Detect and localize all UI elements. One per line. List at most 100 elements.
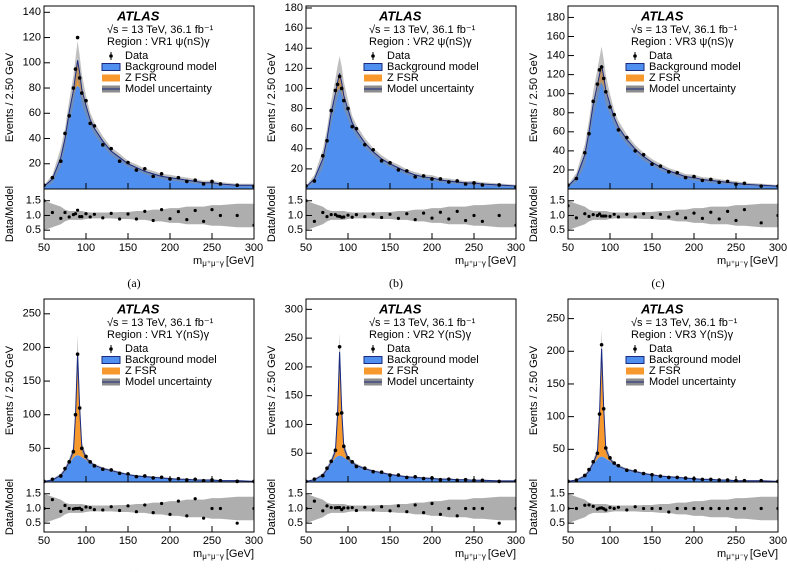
ratio-y-tick-label: 1.0 [288, 502, 303, 514]
legend-label: Background model [387, 61, 479, 73]
ratio-point [101, 508, 105, 512]
ratio-point [675, 212, 679, 216]
ratio-y-tick-label: 1.5 [550, 488, 565, 500]
x-tick-label: 250 [203, 535, 221, 547]
data-point [675, 475, 679, 480]
legend-label: Data [125, 343, 149, 355]
data-point [601, 407, 606, 411]
legend-label: Background model [649, 61, 741, 73]
panel: 50 100 150 200 250 300 0.5 1.0 1.5 50 100 150 200 250… [266, 298, 525, 572]
caption: (b) [389, 276, 403, 290]
legend-label: Data [387, 50, 411, 62]
region-label: Region : VR1 ψ(nS)γ [107, 36, 210, 48]
ratio-point [472, 506, 476, 511]
data-point [312, 179, 317, 183]
ratio-point [63, 503, 67, 508]
data-point [67, 460, 71, 464]
data-point [117, 471, 122, 476]
energy-label: √s = 13 TeV, 36.1 fb⁻¹ [631, 24, 738, 36]
plot-body [44, 35, 254, 231]
ratio-y-label: Data/Model [528, 479, 540, 535]
data-point [312, 477, 317, 481]
data-point [430, 177, 434, 181]
data-point [616, 463, 621, 468]
data-point [587, 467, 591, 472]
data-point [379, 159, 384, 163]
y-tick-label: 300 [285, 303, 303, 315]
y-tick-label: 160 [285, 22, 303, 34]
caption: (d) [127, 569, 141, 572]
ratio-point [235, 521, 239, 525]
data-point [193, 477, 197, 482]
data-point [497, 183, 502, 187]
ratio-point [497, 521, 501, 525]
ratio-point [210, 207, 214, 212]
y-tick-label: 40 [553, 145, 565, 157]
data-point [583, 473, 587, 478]
panel: 50 100 150 200 250 0.5 1.0 1.5 50 100 150 200 250 300… [528, 298, 787, 572]
data-point [597, 68, 602, 72]
data-point [339, 411, 344, 415]
ratio-point [692, 506, 696, 511]
data-point [143, 167, 147, 171]
x-tick-label: 300 [769, 535, 787, 547]
data-point [84, 454, 88, 459]
data-point [77, 76, 82, 80]
ratio-point [350, 215, 354, 219]
data-point [342, 444, 346, 449]
y-axis-label: Events / 2.50 GeV [266, 345, 278, 435]
data-point [591, 99, 595, 104]
data-point [438, 177, 443, 181]
ratio-frame [567, 188, 779, 240]
ratio-point [430, 501, 434, 506]
ratio-point [633, 215, 637, 219]
data-point [604, 446, 608, 450]
ratio-point [118, 508, 122, 513]
x-label-sub: μ⁺μ⁻γ [202, 259, 224, 268]
data-point [63, 131, 67, 136]
ratio-point [338, 505, 342, 510]
ratio-point [168, 217, 172, 221]
legend-swatch [626, 74, 644, 82]
x-label-main: m [717, 548, 726, 560]
y-tick-label: 80 [553, 107, 565, 119]
data-point [379, 470, 384, 475]
x-axis-label: mμ⁺μ⁻γ [GeV] [717, 255, 778, 268]
ratio-point [759, 506, 763, 511]
x-label-sub: μ⁺μ⁻γ [726, 552, 748, 561]
ratio-point [50, 210, 55, 215]
y-tick-label: 100 [547, 88, 565, 100]
data-point [75, 35, 80, 40]
ratio-point [143, 209, 147, 213]
data-point [455, 478, 460, 483]
ratio-band [306, 493, 516, 524]
y-tick-label: 140 [23, 6, 41, 18]
data-point [151, 174, 155, 179]
data-point [608, 105, 612, 109]
legend-swatch [102, 74, 120, 82]
legend-label: Background model [125, 61, 217, 73]
data-point [126, 472, 130, 476]
background-area [568, 82, 778, 189]
y-tick-label: 120 [547, 69, 565, 81]
energy-label: √s = 13 TeV, 36.1 fb⁻¹ [631, 317, 738, 329]
ratio-frame [43, 481, 255, 533]
data-point [667, 475, 671, 480]
data-point [625, 135, 629, 140]
ratio-point [329, 505, 333, 510]
legend-swatch [101, 356, 121, 364]
ratio-point [612, 212, 616, 216]
ratio-point [329, 212, 333, 217]
data-point [168, 177, 172, 181]
ratio-point [642, 506, 646, 511]
data-point [650, 162, 654, 167]
data-point [608, 456, 612, 460]
ratio-point [726, 506, 730, 511]
data-point [71, 449, 76, 454]
data-point [421, 174, 426, 178]
data-point [75, 352, 80, 356]
legend-marker [633, 347, 637, 351]
ratio-point [422, 211, 426, 215]
y-axis-label: Events / 2.50 GeV [4, 345, 16, 435]
ratio-point [464, 218, 468, 223]
